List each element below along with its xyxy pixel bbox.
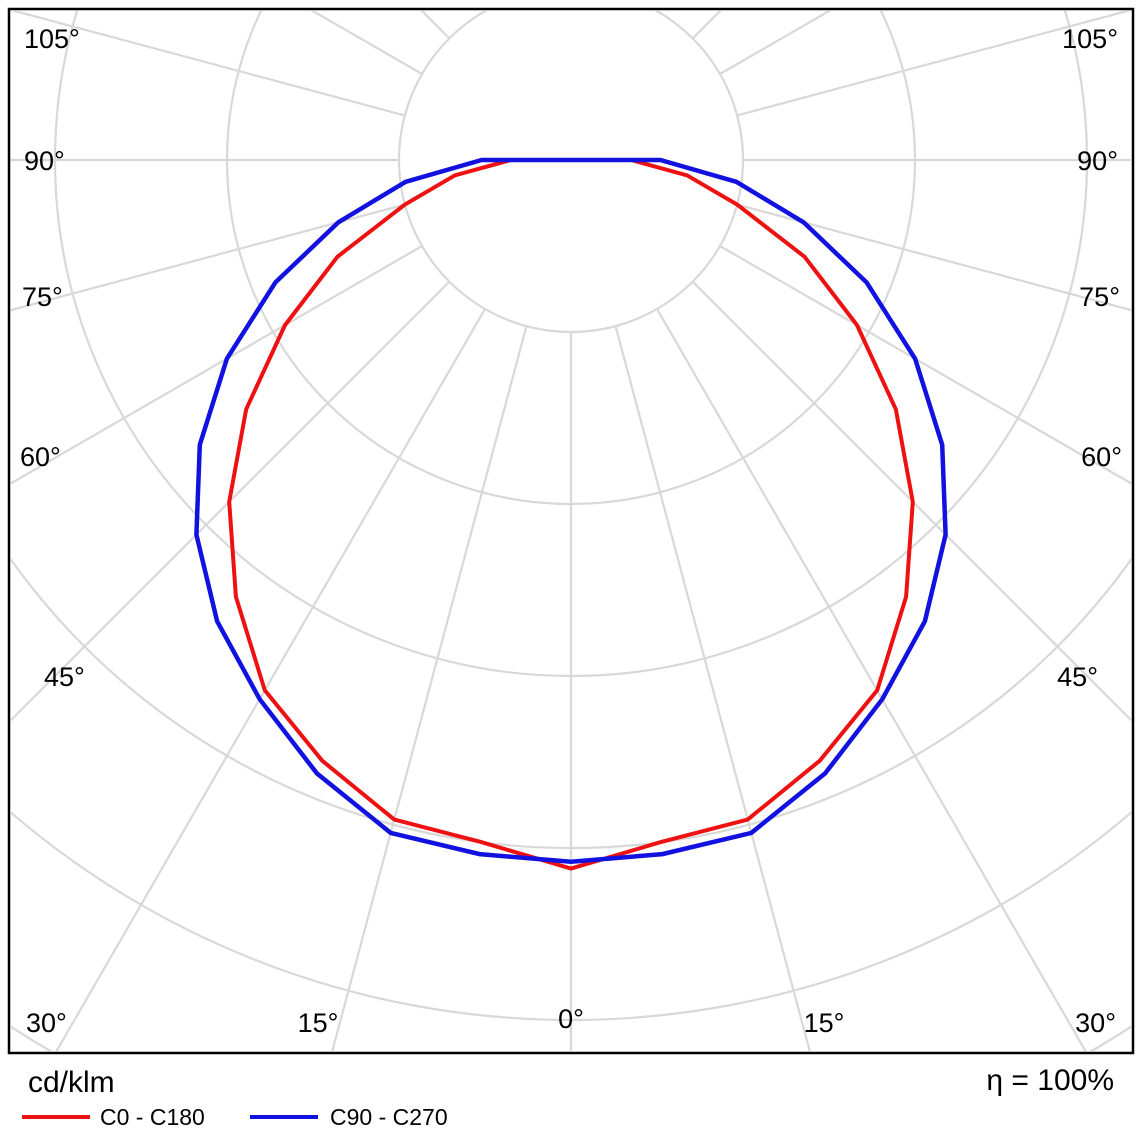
angle-tick-label: 15° [298, 1008, 339, 1038]
grid-spoke [691, 280, 1131, 722]
grid-spoke [11, 203, 406, 312]
grid-spoke [331, 325, 528, 1051]
grid-spoke [736, 11, 1131, 117]
angle-labels: 105° 90° 75° 60° 45° 30° 15° 0° 15° 30° 45° 60° 75° 9… [20, 24, 1122, 1038]
angle-tick-label: 105° [24, 24, 80, 54]
angle-tick-label: 105° [1062, 24, 1118, 54]
angle-tick-label: 60° [20, 442, 61, 472]
angle-tick-label: 45° [1057, 662, 1098, 692]
grid-spoke [55, 308, 486, 1051]
legend: C0 - C180 C90 - C270 [22, 1104, 448, 1130]
curve-c0-c180 [227, 158, 915, 871]
efficiency-label: η = 100% [986, 1064, 1114, 1097]
angle-tick-label: 30° [1075, 1008, 1116, 1038]
angle-tick-label: 30° [26, 1008, 67, 1038]
intensity-curves [194, 157, 948, 871]
unit-label: cd/klm [28, 1066, 115, 1099]
grid-spoke [11, 11, 406, 117]
grid-spoke [736, 203, 1131, 312]
grid-spoke [656, 308, 1087, 1051]
angle-tick-label: 15° [804, 1008, 845, 1038]
angle-tick-label: 75° [22, 282, 63, 312]
legend-label-c90-c270: C90 - C270 [330, 1104, 448, 1130]
angle-tick-label: 75° [1079, 282, 1120, 312]
angle-tick-label: 90° [24, 146, 65, 176]
angle-tick-label: 90° [1077, 146, 1118, 176]
grid-spoke [614, 325, 811, 1051]
angle-tick-label: 60° [1081, 442, 1122, 472]
legend-label-c0-c180: C0 - C180 [100, 1104, 205, 1130]
grid-spoke [11, 280, 451, 722]
curve-c90-c270 [194, 157, 948, 865]
angle-tick-label: 0° [558, 1004, 584, 1034]
angle-tick-label: 45° [44, 662, 85, 692]
